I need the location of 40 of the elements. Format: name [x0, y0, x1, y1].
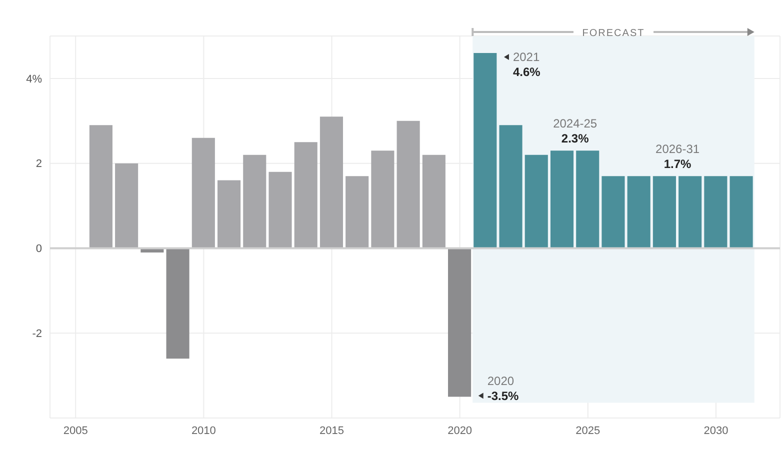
- bar: [192, 138, 215, 248]
- x-tick-label: 2020: [448, 424, 472, 437]
- bar: [243, 154, 266, 248]
- bar: [166, 248, 190, 359]
- bar: [678, 176, 702, 248]
- bar: [550, 150, 574, 248]
- annotation: 2020 -3.5%: [487, 374, 520, 403]
- bar: [652, 176, 676, 248]
- bar: [268, 172, 292, 248]
- y-tick-label: 2: [36, 158, 42, 170]
- bar: [371, 150, 394, 248]
- annotation: 2024-25 2.3%: [553, 116, 598, 146]
- bar: [396, 120, 420, 248]
- x-tick-label: 2025: [576, 424, 600, 437]
- bar: [627, 176, 650, 248]
- bar: [704, 176, 728, 248]
- bar: [294, 142, 318, 248]
- annotation: 2021 4.6%: [512, 50, 541, 79]
- bar: [115, 163, 138, 248]
- y-tick-label: 0: [36, 243, 42, 256]
- annotation: 2026-31 1.7%: [656, 142, 700, 172]
- bar: [217, 180, 241, 248]
- bar: [602, 176, 625, 248]
- y-tick-label: -2: [32, 328, 42, 340]
- x-tick-label: 2030: [704, 424, 728, 437]
- bar: [422, 154, 446, 248]
- bar: [346, 176, 369, 248]
- x-tick-label: 2010: [191, 424, 216, 437]
- x-tick-label: 2015: [320, 424, 344, 437]
- bar: [499, 125, 522, 248]
- bar: [448, 248, 472, 397]
- y-tick-label: 4%: [26, 73, 42, 86]
- bar: [474, 52, 497, 248]
- bar: [524, 154, 548, 248]
- band-label: FORECAST: [582, 28, 645, 39]
- bar: [730, 176, 753, 248]
- bar: [320, 116, 343, 248]
- x-tick-label: 2005: [63, 424, 88, 437]
- bar: [89, 125, 112, 248]
- bar: [576, 150, 600, 248]
